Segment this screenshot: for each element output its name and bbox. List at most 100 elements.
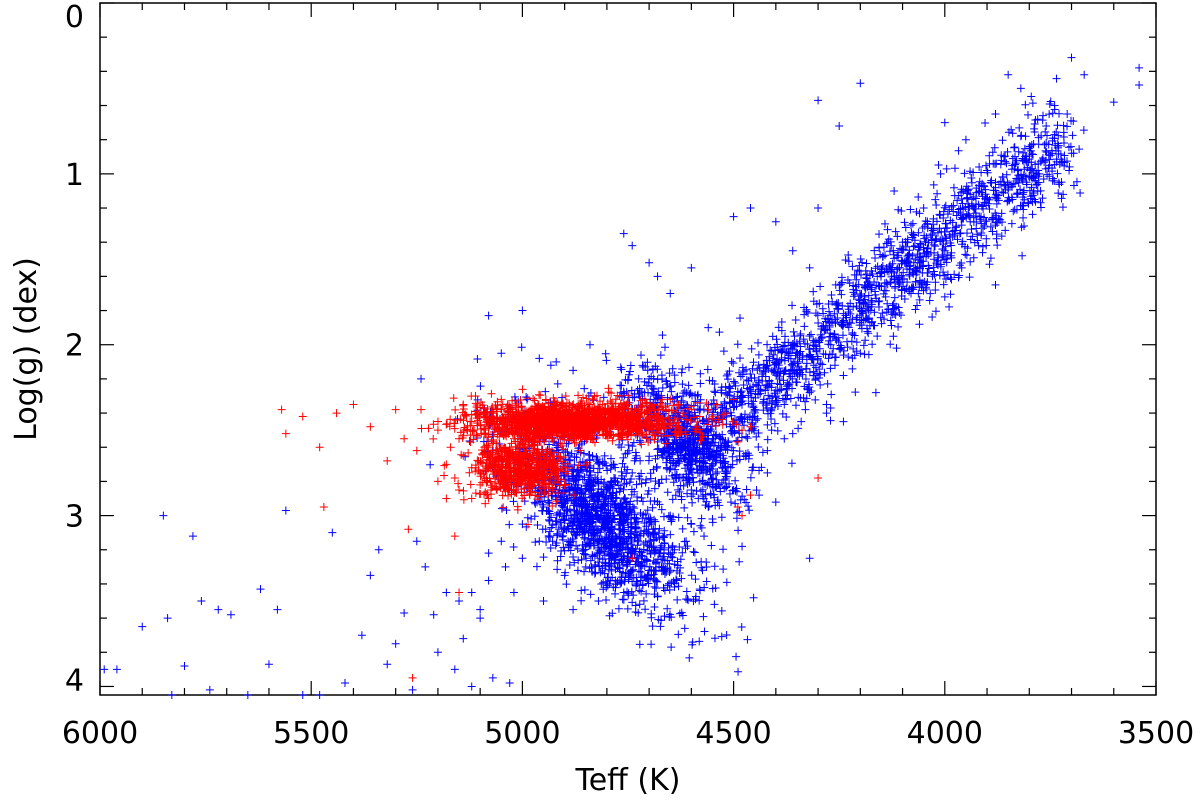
data-point xyxy=(853,313,862,322)
data-point xyxy=(821,326,830,335)
data-point xyxy=(777,348,786,357)
data-point xyxy=(668,541,677,550)
data-point xyxy=(1009,207,1018,216)
data-point xyxy=(967,174,976,183)
data-point xyxy=(826,364,835,373)
data-point xyxy=(754,443,763,452)
data-point xyxy=(941,224,950,233)
data-point xyxy=(987,176,996,185)
data-point xyxy=(1007,219,1016,228)
data-point xyxy=(843,343,852,352)
data-point xyxy=(790,341,799,350)
data-point xyxy=(614,604,623,613)
data-point xyxy=(1039,174,1048,183)
data-point xyxy=(778,394,787,403)
data-point xyxy=(910,241,919,250)
data-point xyxy=(743,434,752,443)
data-point xyxy=(1054,141,1063,150)
data-point xyxy=(772,335,781,344)
data-point xyxy=(802,305,811,314)
data-point xyxy=(682,587,691,596)
data-point xyxy=(823,379,832,388)
data-point xyxy=(1018,251,1027,260)
data-point xyxy=(1053,169,1062,178)
data-point xyxy=(983,193,992,202)
data-point xyxy=(867,296,876,305)
data-point xyxy=(960,242,969,251)
data-point xyxy=(1030,120,1039,129)
data-point xyxy=(888,263,897,272)
data-point xyxy=(725,367,734,376)
data-point xyxy=(746,369,755,378)
data-point xyxy=(999,188,1008,197)
data-point xyxy=(849,285,858,294)
data-point xyxy=(801,397,810,406)
data-point xyxy=(752,432,761,441)
data-point xyxy=(785,349,794,358)
data-point xyxy=(725,399,734,408)
data-point xyxy=(789,359,798,368)
data-point xyxy=(852,338,861,347)
data-point xyxy=(803,340,812,349)
data-point xyxy=(1038,194,1047,203)
data-point xyxy=(744,399,753,408)
data-point xyxy=(885,247,894,256)
data-point xyxy=(793,370,802,379)
data-point xyxy=(777,318,786,327)
data-point xyxy=(876,272,885,281)
data-point xyxy=(917,257,926,266)
data-point xyxy=(763,420,772,429)
data-point xyxy=(861,282,870,291)
data-point xyxy=(635,600,644,609)
data-point xyxy=(945,302,954,311)
data-point xyxy=(783,390,792,399)
data-point xyxy=(851,388,860,397)
data-point xyxy=(824,354,833,363)
data-point xyxy=(1001,226,1010,235)
data-point xyxy=(1025,186,1034,195)
data-point xyxy=(818,360,827,369)
data-point xyxy=(931,285,940,294)
data-point xyxy=(891,227,900,236)
data-point xyxy=(966,257,975,266)
data-point xyxy=(1054,131,1063,140)
data-point xyxy=(754,385,763,394)
data-point xyxy=(957,185,966,194)
data-point xyxy=(1017,170,1026,179)
data-point xyxy=(990,143,999,152)
data-point xyxy=(763,435,772,444)
data-point xyxy=(942,234,951,243)
data-point xyxy=(985,151,994,160)
data-point xyxy=(977,219,986,228)
data-point xyxy=(756,387,765,396)
data-point xyxy=(886,316,895,325)
data-point xyxy=(1011,152,1020,161)
data-point xyxy=(1027,92,1036,101)
data-point xyxy=(1055,109,1064,118)
data-point xyxy=(868,270,877,279)
data-point xyxy=(940,203,949,212)
data-point xyxy=(770,368,779,377)
data-point xyxy=(988,148,997,157)
data-point xyxy=(940,271,949,280)
data-point xyxy=(623,604,632,613)
data-point xyxy=(1001,182,1010,191)
data-point xyxy=(820,368,829,377)
data-point xyxy=(569,552,578,561)
data-point xyxy=(992,159,1001,168)
data-point xyxy=(889,332,898,341)
data-point xyxy=(619,453,628,462)
data-point xyxy=(767,346,776,355)
data-point xyxy=(933,256,942,265)
data-point xyxy=(864,350,873,359)
series-1 xyxy=(100,53,1144,699)
data-point xyxy=(875,243,884,252)
data-point xyxy=(871,253,880,262)
data-point xyxy=(1044,150,1053,159)
data-point xyxy=(826,416,835,425)
data-point xyxy=(835,281,844,290)
data-point xyxy=(682,595,691,604)
data-point xyxy=(672,576,681,585)
data-point xyxy=(838,322,847,331)
data-point xyxy=(914,289,923,298)
